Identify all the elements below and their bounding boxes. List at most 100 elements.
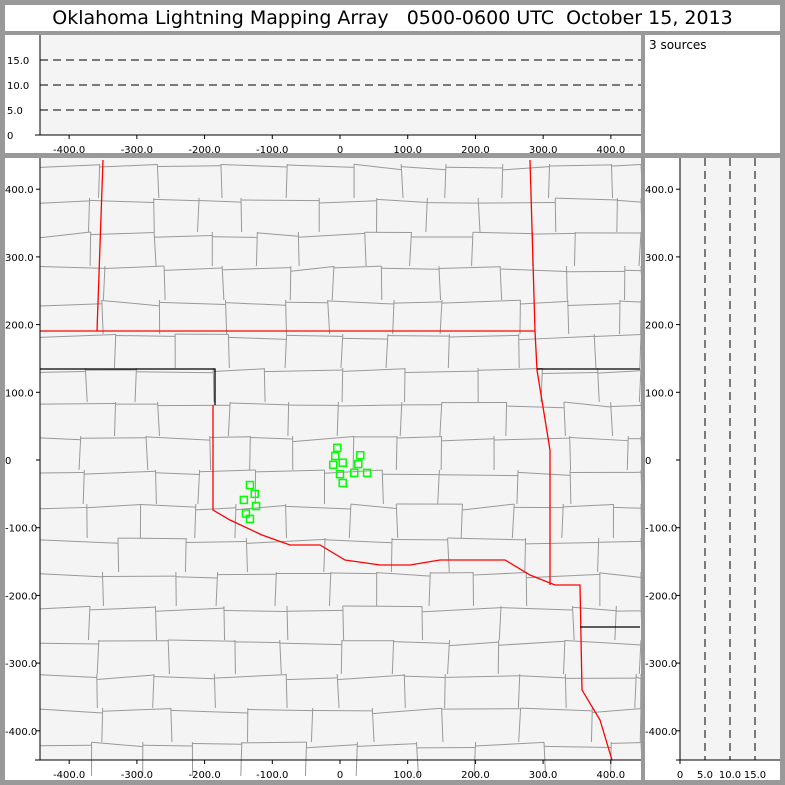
county-line: [447, 537, 526, 541]
county-line: [225, 299, 228, 335]
county-line: [225, 302, 286, 306]
county-line: [323, 537, 326, 573]
county-line: [516, 469, 519, 505]
county-line: [597, 537, 600, 573]
county-line: [115, 335, 176, 337]
county-line: [445, 675, 520, 678]
county-line: [567, 303, 620, 306]
county-line: [526, 573, 600, 579]
county-line: [89, 606, 156, 611]
county-line: [90, 232, 155, 236]
county-line: [155, 472, 200, 476]
lightning-source: [335, 469, 345, 479]
county-line: [532, 232, 576, 235]
county-line: [396, 436, 442, 439]
x-tick-label: -200.0: [188, 145, 220, 153]
county-line: [498, 605, 502, 641]
county-line: [555, 197, 618, 201]
county-line: [325, 539, 393, 544]
county-line: [439, 299, 443, 335]
county-line: [102, 708, 171, 712]
county-line: [626, 435, 629, 471]
county-line: [221, 265, 225, 301]
county-line: [421, 605, 424, 641]
county-line: [136, 371, 214, 374]
county-line: [569, 435, 572, 471]
county-line: [395, 503, 399, 539]
county-line: [447, 639, 451, 675]
county-line: [518, 707, 522, 743]
county-line: [304, 741, 308, 777]
y-tick-label: 300.0: [5, 253, 34, 264]
county-line: [184, 537, 187, 573]
county-line: [543, 741, 547, 777]
county-line: [561, 503, 564, 539]
county-line: [257, 232, 299, 237]
county-line: [501, 607, 573, 611]
county-line: [279, 639, 282, 675]
county-line: [381, 267, 439, 270]
x-tick-label: 200.0: [461, 770, 490, 780]
x-tick-label: -400.0: [53, 770, 85, 780]
county-line: [566, 265, 568, 301]
county-line: [215, 571, 219, 607]
county-line: [212, 367, 215, 403]
county-line: [246, 538, 326, 544]
county-line: [590, 707, 593, 743]
county-line: [517, 673, 521, 709]
county-line: [336, 401, 339, 437]
county-line: [101, 571, 104, 607]
county-line: [284, 333, 288, 369]
county-line: [286, 334, 343, 337]
county-line: [230, 402, 289, 406]
county-line: [98, 163, 101, 199]
county-line: [145, 436, 210, 441]
lightning-source: [356, 451, 365, 460]
county-line: [592, 708, 641, 714]
county-line: [611, 742, 641, 744]
county-line: [285, 299, 287, 335]
county-line: [428, 571, 431, 607]
county-line: [350, 503, 397, 509]
county-line: [634, 673, 637, 709]
county-line: [511, 503, 515, 539]
x-tick-label: -200.0: [188, 770, 220, 780]
county-line: [255, 469, 325, 473]
county-line: [506, 405, 564, 409]
county-line: [153, 198, 200, 202]
county-line: [460, 503, 463, 539]
county-line: [543, 745, 612, 748]
lightning-source: [338, 478, 347, 488]
x-tick-label: 300.0: [529, 145, 558, 153]
x-tick-label: 400.0: [596, 770, 625, 780]
county-line: [542, 372, 598, 375]
county-line: [610, 163, 614, 199]
county-line: [310, 707, 314, 743]
county-line: [234, 641, 280, 644]
county-line: [87, 197, 91, 233]
county-line: [39, 334, 116, 338]
county-line: [175, 576, 218, 579]
county-line: [167, 639, 170, 675]
county-line: [298, 232, 365, 238]
county-line: [563, 401, 566, 437]
x-tick-label: 400.0: [597, 145, 626, 153]
county-line: [234, 503, 237, 539]
state-border: [96, 159, 104, 332]
county-line: [563, 504, 614, 508]
county-line: [372, 707, 442, 715]
county-line: [214, 674, 287, 679]
county-line: [494, 437, 570, 441]
county-line: [212, 236, 258, 238]
county-line: [639, 333, 641, 369]
county-line: [404, 675, 446, 678]
y-tick-label: 0: [645, 456, 651, 467]
x-tick-label: -300.0: [121, 145, 153, 153]
lightning-source: [354, 459, 363, 469]
lightning-source: [239, 495, 249, 505]
county-line: [385, 333, 389, 369]
county-line: [287, 401, 290, 437]
x-tick-label: 0: [677, 770, 683, 780]
county-line: [439, 474, 519, 477]
x-tick-label: 10.0: [719, 770, 741, 780]
